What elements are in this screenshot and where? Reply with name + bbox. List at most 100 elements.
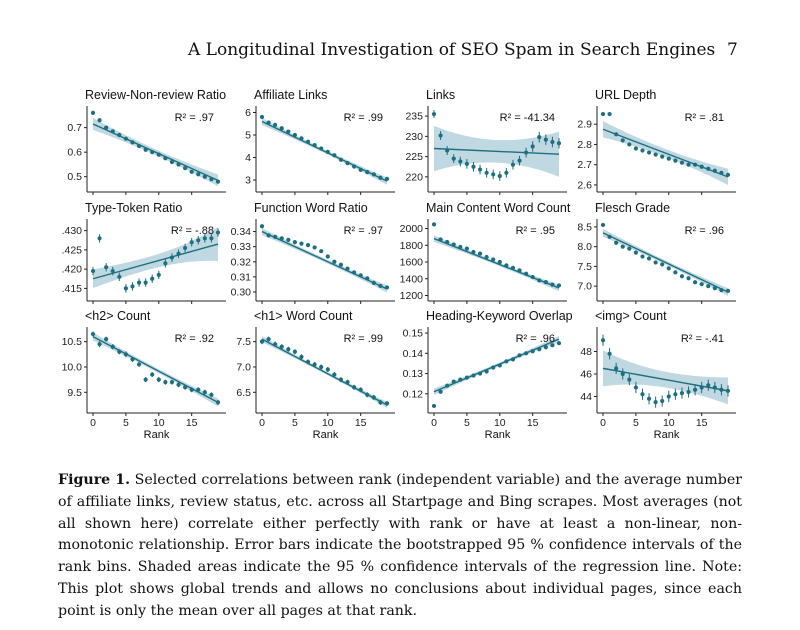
data-point <box>305 359 311 365</box>
y-tick-label: 1400 <box>400 273 424 285</box>
y-tick-label: 235 <box>405 111 423 123</box>
data-point <box>259 224 265 229</box>
data-point <box>196 387 201 392</box>
data-point <box>438 237 443 242</box>
chart-panel: URL Depth 2.6 2.7 2.8 2.9 R² = .81 <box>577 88 736 195</box>
y-tick-label: 1600 <box>400 257 424 269</box>
data-point <box>627 142 632 147</box>
data-point <box>123 286 128 291</box>
data-point <box>365 392 370 397</box>
panel-title: <h1> Word Count <box>254 309 353 323</box>
y-tick-label: 0.32 <box>231 256 252 268</box>
data-point <box>345 380 350 385</box>
data-point <box>484 170 489 175</box>
y-tick-label: 44 <box>580 391 592 403</box>
x-tick-label: 15 <box>186 417 198 429</box>
data-point <box>712 286 717 291</box>
data-point <box>543 279 548 285</box>
data-point <box>431 403 437 409</box>
r-squared-label: R² = .99 <box>344 333 383 345</box>
data-point <box>458 159 463 164</box>
data-point <box>653 260 658 265</box>
data-point <box>510 265 516 270</box>
data-point <box>104 125 109 130</box>
data-point <box>292 132 297 138</box>
data-point <box>266 337 271 342</box>
chart-panel: Type-Token Ratio .415 .420 .425 .430 R² = -.8… <box>62 201 226 304</box>
x-tick-label: 10 <box>663 417 675 429</box>
data-point <box>556 283 562 288</box>
x-tick-label: 10 <box>153 417 165 429</box>
x-tick-label: 0 <box>259 417 265 429</box>
y-tick-label: 0.14 <box>403 348 424 360</box>
data-point <box>451 379 456 384</box>
data-point <box>273 122 278 127</box>
data-point <box>431 111 437 117</box>
y-tick-label: 10.5 <box>62 336 83 348</box>
data-point <box>299 241 304 246</box>
data-point <box>338 157 344 162</box>
y-tick-label: 0.15 <box>403 328 424 340</box>
data-point <box>491 257 496 262</box>
data-point <box>183 166 188 171</box>
data-point <box>136 362 142 367</box>
data-point <box>504 359 509 364</box>
data-point <box>477 251 483 256</box>
data-point <box>550 282 555 287</box>
chart-panel: Review-Non-review Ratio 0.5 0.6 0.7 R² = .97 <box>67 88 226 195</box>
data-point <box>497 363 502 368</box>
data-point <box>117 274 122 279</box>
panel-title: Main Content Word Count <box>426 201 571 215</box>
data-point <box>673 158 678 163</box>
data-point <box>686 276 691 281</box>
data-point <box>693 162 698 167</box>
data-point <box>378 400 383 405</box>
data-point <box>438 389 443 394</box>
data-point <box>209 392 214 397</box>
data-point <box>686 389 691 395</box>
data-point <box>666 156 671 161</box>
chart-panel: Main Content Word Count 1200 1400 1600 1800 2… <box>400 201 571 304</box>
data-point <box>445 383 450 388</box>
data-point <box>517 353 522 358</box>
data-point <box>312 362 317 367</box>
data-point <box>464 161 469 166</box>
page-header: A Longitudinal Investigation of SEO Spam… <box>0 40 800 66</box>
data-point <box>209 236 214 241</box>
y-tick-label: 2.6 <box>577 179 592 191</box>
data-point <box>471 164 476 169</box>
data-point <box>136 143 142 149</box>
y-tick-label: 4 <box>245 152 251 164</box>
x-tick-label: 5 <box>464 417 470 429</box>
data-point <box>633 250 638 255</box>
y-tick-label: 230 <box>405 131 423 143</box>
data-point <box>279 344 284 349</box>
data-point <box>286 347 291 352</box>
y-tick-label: 3 <box>245 175 251 187</box>
data-point <box>266 233 271 238</box>
chart-panel: Flesch Grade 7.0 7.5 8.0 8.5 R² = .96 <box>577 201 736 304</box>
data-point <box>640 392 645 397</box>
data-point <box>215 179 221 184</box>
data-point <box>163 380 168 385</box>
data-point <box>653 400 658 405</box>
data-point <box>117 132 122 138</box>
data-point <box>130 357 135 362</box>
y-tick-label: 0.30 <box>231 286 252 298</box>
data-point <box>550 343 555 348</box>
data-point <box>627 377 632 382</box>
data-point <box>259 339 265 344</box>
data-point <box>312 245 317 250</box>
data-point <box>445 239 450 245</box>
r-squared-label: R² = -.41 <box>681 333 724 345</box>
data-point <box>90 268 96 274</box>
data-point <box>537 347 542 352</box>
regression-line <box>433 147 560 155</box>
data-point <box>686 162 691 167</box>
data-point <box>491 172 496 177</box>
data-point <box>607 234 612 239</box>
data-point <box>633 146 638 151</box>
y-tick-label: 10.0 <box>62 361 83 373</box>
panel-title: Type-Token Ratio <box>85 201 182 215</box>
data-point <box>477 167 483 172</box>
